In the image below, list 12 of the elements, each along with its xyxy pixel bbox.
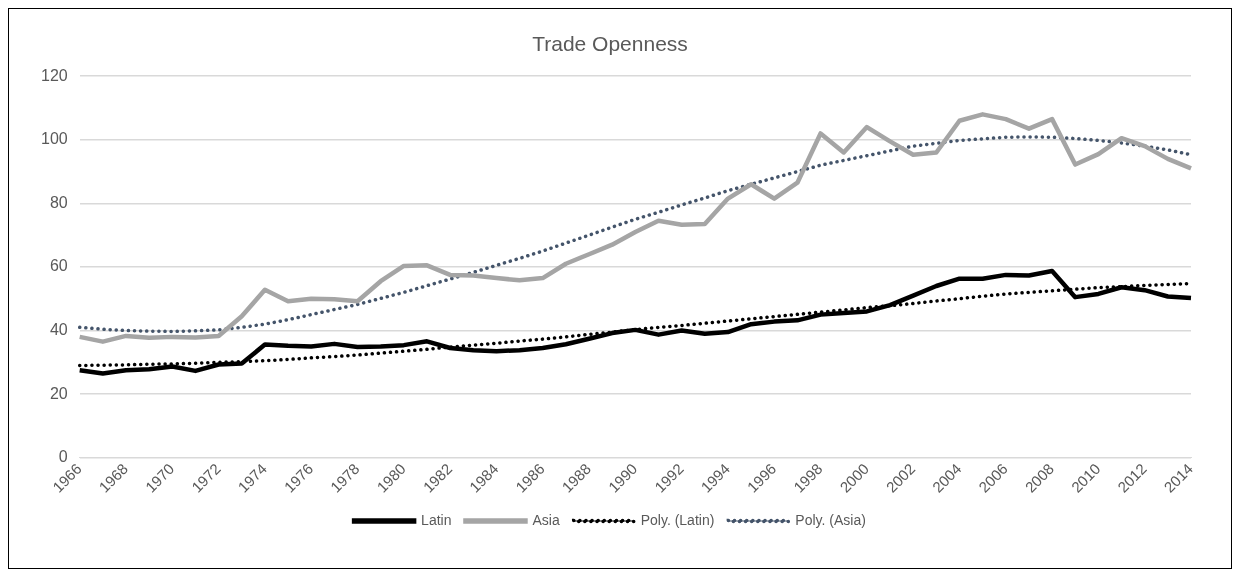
y-tick-label: 60 bbox=[49, 257, 68, 275]
y-tick-label: 20 bbox=[49, 384, 68, 402]
legend-label: Poly. (Latin) bbox=[640, 511, 715, 528]
legend-label: Asia bbox=[532, 511, 560, 528]
legend-label: Latin bbox=[421, 511, 452, 528]
chart-title: Trade Openness bbox=[532, 32, 688, 56]
y-tick-label: 80 bbox=[49, 193, 68, 211]
y-tick-label: 40 bbox=[49, 320, 68, 338]
y-tick-label: 120 bbox=[40, 66, 68, 84]
y-tick-label: 100 bbox=[40, 130, 68, 148]
legend-label: Poly. (Asia) bbox=[795, 511, 866, 528]
y-tick-label: 0 bbox=[58, 448, 68, 466]
